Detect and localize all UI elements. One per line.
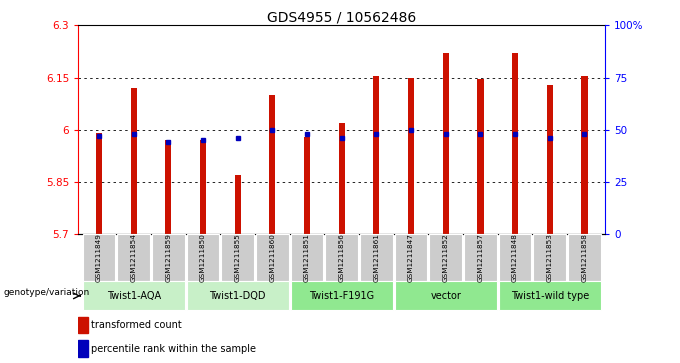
Text: GSM1211847: GSM1211847 [408, 233, 414, 282]
Text: GSM1211849: GSM1211849 [96, 233, 102, 282]
Bar [339, 123, 345, 234]
Bar [568, 234, 600, 281]
Text: GSM1211854: GSM1211854 [131, 233, 137, 282]
Bar [477, 79, 483, 234]
Bar [200, 140, 206, 234]
Bar [360, 234, 392, 281]
Text: vector: vector [430, 291, 461, 301]
Bar [187, 234, 220, 281]
Bar [78, 340, 88, 357]
Bar [269, 95, 275, 234]
Text: GSM1211857: GSM1211857 [477, 233, 483, 282]
Bar [304, 137, 310, 234]
Bar [256, 234, 288, 281]
Bar [83, 234, 116, 281]
Bar [498, 234, 531, 281]
Text: genotype/variation: genotype/variation [3, 288, 90, 297]
Bar [131, 88, 137, 234]
Text: GSM1211856: GSM1211856 [339, 233, 345, 282]
Text: GSM1211861: GSM1211861 [373, 233, 379, 282]
Bar [547, 85, 553, 234]
Text: Twist1-AQA: Twist1-AQA [107, 291, 160, 301]
Text: GSM1211852: GSM1211852 [443, 233, 449, 282]
Bar [187, 281, 288, 310]
Text: GSM1211850: GSM1211850 [200, 233, 206, 282]
Bar [291, 234, 323, 281]
Text: Twist1-F191G: Twist1-F191G [309, 291, 374, 301]
Text: GSM1211848: GSM1211848 [512, 233, 518, 282]
Bar [512, 53, 518, 234]
Bar [395, 281, 496, 310]
Bar [464, 234, 496, 281]
Text: Twist1-DQD: Twist1-DQD [209, 291, 266, 301]
Bar [373, 76, 379, 234]
Bar [498, 281, 600, 310]
Bar [533, 234, 566, 281]
Bar [118, 234, 150, 281]
Bar [291, 281, 392, 310]
Bar [395, 234, 427, 281]
Text: percentile rank within the sample: percentile rank within the sample [91, 344, 256, 354]
Bar [165, 140, 171, 234]
Bar [443, 53, 449, 234]
Title: GDS4955 / 10562486: GDS4955 / 10562486 [267, 10, 416, 24]
Text: GSM1211855: GSM1211855 [235, 233, 241, 282]
Text: Twist1-wild type: Twist1-wild type [511, 291, 589, 301]
Text: transformed count: transformed count [91, 321, 182, 330]
Bar [222, 234, 254, 281]
Bar [78, 317, 88, 333]
Bar [429, 234, 462, 281]
Bar [152, 234, 185, 281]
Bar [235, 175, 241, 234]
Bar [581, 76, 588, 234]
Text: GSM1211858: GSM1211858 [581, 233, 588, 282]
Text: GSM1211860: GSM1211860 [269, 233, 275, 282]
Text: GSM1211853: GSM1211853 [547, 233, 553, 282]
Text: GSM1211859: GSM1211859 [165, 233, 171, 282]
Bar [96, 133, 102, 234]
Text: GSM1211851: GSM1211851 [304, 233, 310, 282]
Bar [408, 78, 414, 234]
Bar [326, 234, 358, 281]
Bar [83, 281, 185, 310]
